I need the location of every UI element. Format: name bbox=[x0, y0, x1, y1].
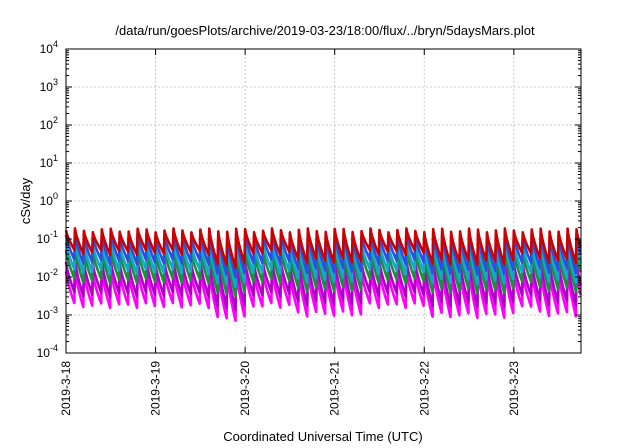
data-series-line bbox=[64, 268, 582, 323]
y-tick-label: 10-3 bbox=[37, 305, 58, 322]
x-tick-label: 2019-3-20 bbox=[238, 361, 252, 416]
data-series-line bbox=[64, 231, 582, 279]
data-series-line bbox=[64, 258, 582, 312]
x-tick-label: 2019-3-19 bbox=[149, 361, 163, 416]
y-tick-label: 10-2 bbox=[37, 267, 58, 284]
data-series-line bbox=[64, 239, 582, 289]
data-series bbox=[64, 227, 582, 323]
x-tick-label: 2019-3-22 bbox=[417, 361, 431, 416]
y-axis-label: cSv/day bbox=[18, 177, 33, 224]
x-tick-label: 2019-3-23 bbox=[507, 361, 521, 416]
x-axis-label: Coordinated Universal Time (UTC) bbox=[223, 429, 422, 444]
y-tick-label: 104 bbox=[40, 39, 58, 56]
y-tick-label: 10-4 bbox=[37, 343, 58, 360]
data-series-line bbox=[64, 227, 582, 269]
y-axis: 10-4 10-3 10-2 10-1 100 101 102 103 104 bbox=[37, 39, 581, 360]
y-tick-label: 101 bbox=[40, 153, 58, 170]
y-tick-label: 100 bbox=[40, 191, 58, 208]
x-tick-label: 2019-3-21 bbox=[328, 361, 342, 416]
x-axis: 2019-3-18 2019-3-19 2019-3-20 2019-3-21 2019… bbox=[59, 49, 521, 416]
y-tick-label: 102 bbox=[40, 115, 58, 132]
y-tick-label: 10-1 bbox=[37, 229, 58, 246]
x-tick-label: 2019-3-18 bbox=[59, 361, 73, 416]
y-tick-label: 103 bbox=[40, 77, 58, 94]
chart-title: /data/run/goesPlots/archive/2019-03-23/1… bbox=[115, 23, 535, 38]
data-series-line bbox=[64, 247, 582, 298]
